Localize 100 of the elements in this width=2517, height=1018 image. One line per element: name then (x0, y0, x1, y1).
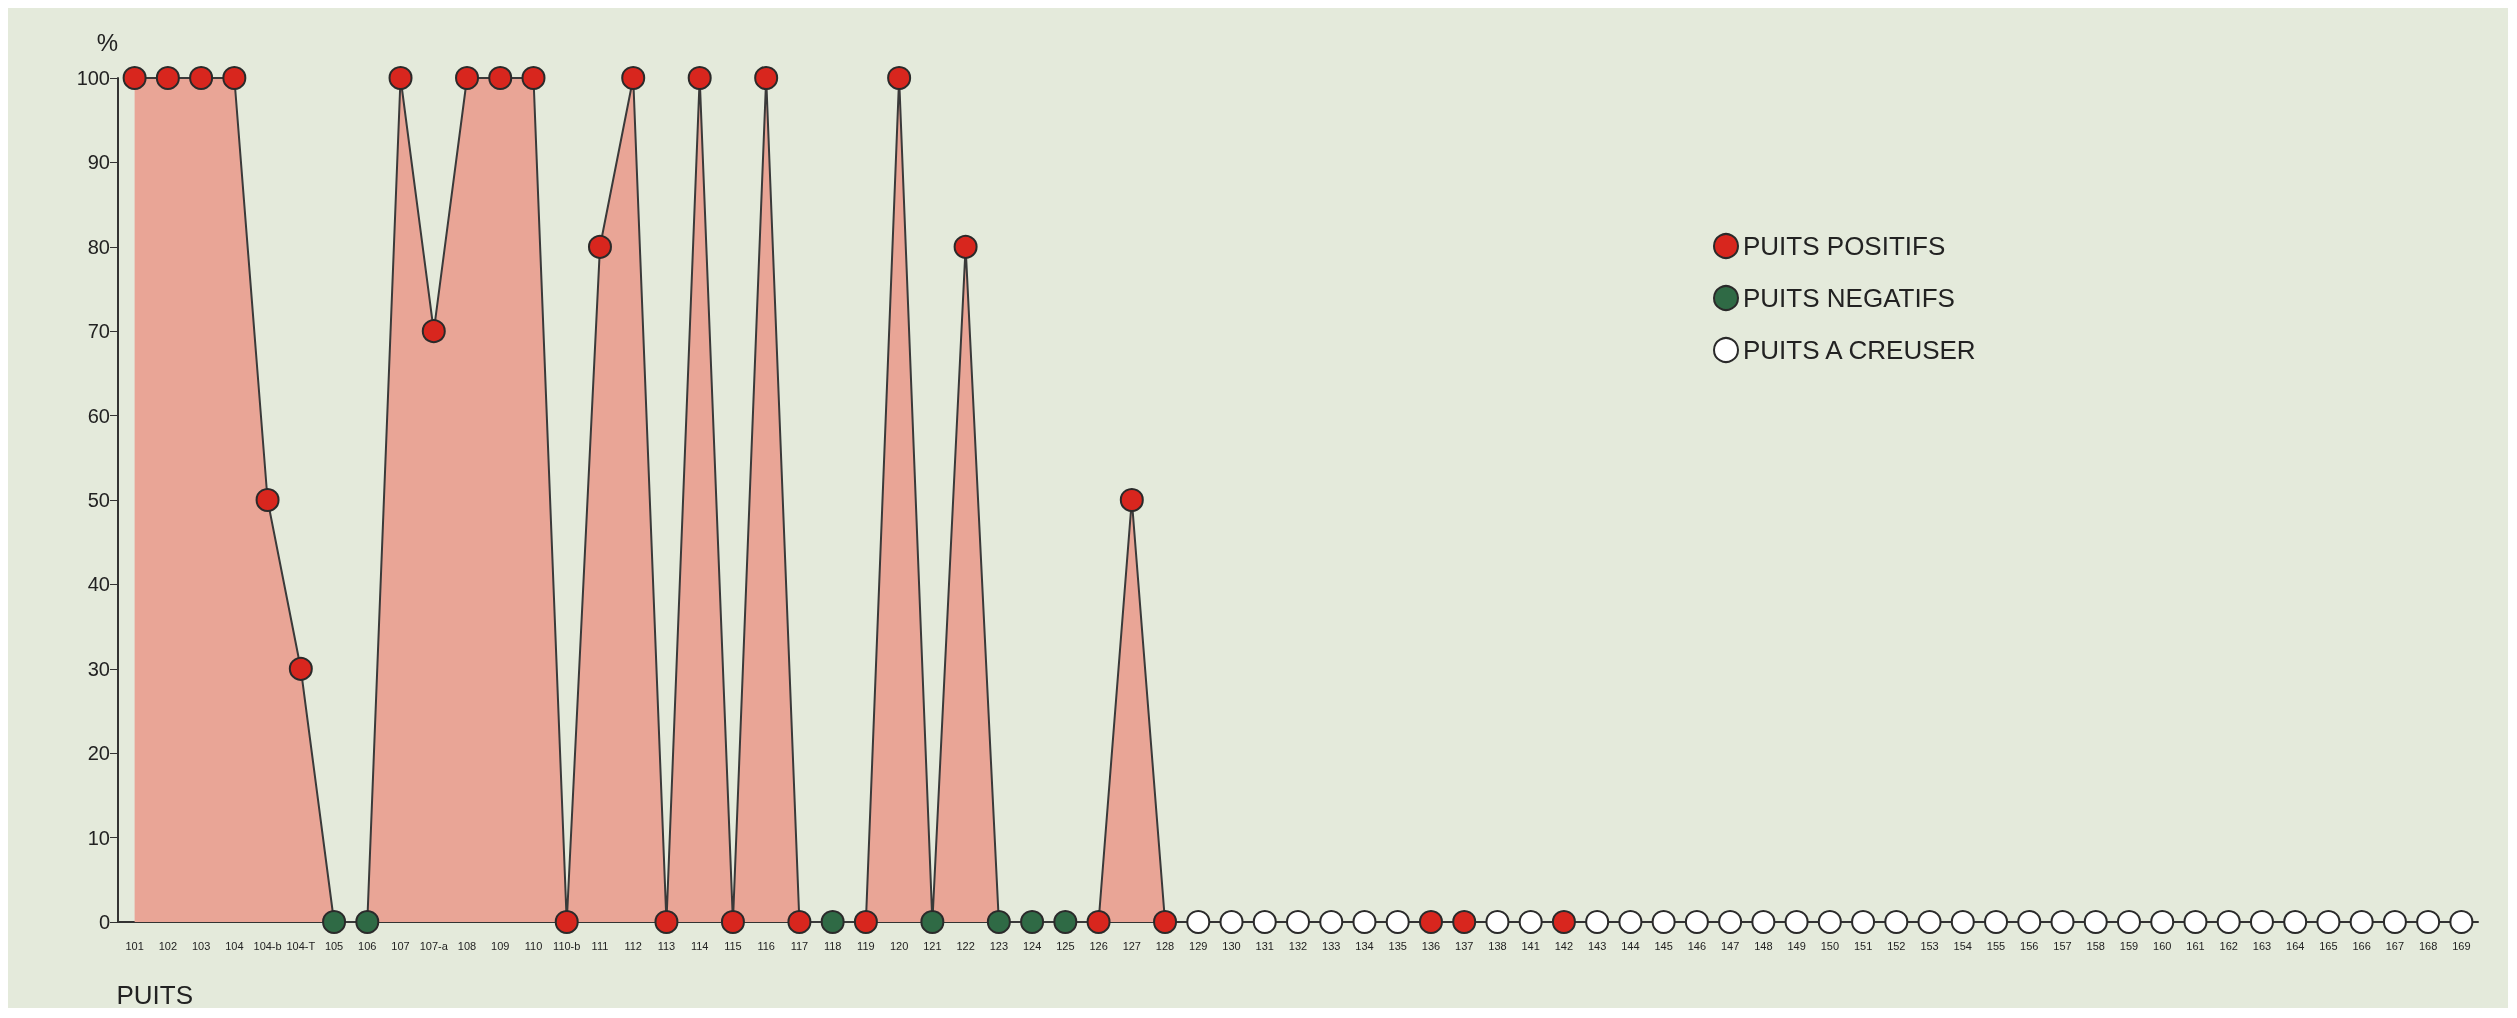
x-tick-label: 110 (524, 939, 543, 952)
x-tick-label: 169 (2452, 939, 2471, 952)
x-tick-label: 167 (2385, 939, 2405, 952)
point (1884, 910, 1909, 934)
x-tick-label: 168 (2418, 939, 2438, 952)
x-tick-label: 132 (1288, 939, 1308, 952)
point (2249, 910, 2274, 934)
point (521, 66, 546, 90)
point (1452, 910, 1477, 934)
point (488, 66, 513, 90)
x-tick-label: 101 (125, 939, 144, 952)
legend-label: PUITS NEGATIFS (1743, 283, 1955, 313)
point (2416, 910, 2441, 934)
x-tick-label: 162 (2219, 939, 2238, 952)
y-axis-title: % (96, 28, 118, 56)
point (255, 488, 280, 512)
x-tick-label: 142 (1554, 939, 1574, 952)
point (1053, 910, 1078, 934)
x-tick-label: 152 (1887, 939, 1906, 952)
point (1319, 910, 1344, 934)
x-tick-label: 141 (1521, 939, 1540, 952)
point (986, 910, 1011, 934)
point (621, 66, 646, 90)
x-tick-label: 115 (724, 939, 742, 952)
x-tick-label: 123 (989, 939, 1009, 952)
x-tick-label: 106 (358, 939, 377, 952)
x-tick-label: 134 (1355, 939, 1374, 952)
point (687, 66, 712, 90)
point (587, 234, 612, 259)
point (1551, 910, 1576, 934)
point (887, 66, 912, 90)
point (1086, 910, 1111, 934)
legend-label: PUITS A CREUSER (1743, 335, 1976, 365)
y-tick-label: 100 (76, 67, 110, 89)
point (189, 66, 214, 90)
point (1984, 910, 2009, 934)
point (1751, 910, 1776, 934)
point (2050, 910, 2075, 934)
point (1485, 910, 1510, 934)
point (754, 66, 779, 90)
point (122, 66, 147, 90)
y-tick-label: 20 (87, 742, 110, 765)
point (1119, 488, 1144, 512)
x-tick-label: 156 (2020, 939, 2039, 952)
point (1186, 910, 1211, 934)
x-tick-label: 153 (1920, 939, 1939, 952)
x-tick-label: 109 (491, 939, 510, 952)
point (1618, 910, 1643, 934)
point (2449, 910, 2474, 934)
x-tick-label: 166 (2352, 939, 2371, 952)
point (2283, 910, 2308, 934)
point (2150, 910, 2175, 934)
point (1585, 910, 1610, 934)
point (1219, 910, 1244, 934)
x-tick-label: 113 (657, 939, 676, 952)
point (1385, 910, 1410, 934)
x-tick-label: 127 (1122, 939, 1141, 952)
y-tick-label: 10 (87, 826, 110, 849)
x-tick-label: 145 (1654, 939, 1673, 952)
y-tick-label: 70 (87, 320, 110, 343)
x-tick-label: 126 (1089, 939, 1108, 952)
x-tick-label: 108 (457, 939, 477, 952)
y-tick-label: 0 (98, 911, 110, 933)
point (322, 910, 347, 934)
x-tick-label: 138 (1488, 939, 1507, 952)
x-tick-label: 144 (1621, 939, 1640, 952)
point (222, 66, 247, 90)
x-tick-label: 155 (1986, 939, 2006, 952)
point (1950, 910, 1975, 934)
x-tick-label: 148 (1754, 939, 1773, 952)
x-tick-label: 165 (2319, 939, 2338, 952)
x-tick-label: 122 (956, 939, 975, 952)
point (1817, 910, 1842, 934)
x-tick-label: 157 (2053, 939, 2072, 952)
y-tick-label: 90 (87, 151, 110, 174)
x-tick-label: 124 (1022, 939, 1042, 952)
point (388, 66, 413, 90)
x-tick-label: 143 (1587, 939, 1607, 952)
point (2216, 910, 2241, 934)
y-tick-label: 30 (87, 657, 110, 680)
point (1851, 910, 1876, 934)
point (1020, 910, 1045, 934)
point (720, 910, 745, 934)
x-tick-label: 136 (1421, 939, 1441, 952)
x-tick-label: 103 (191, 939, 211, 952)
point (1286, 910, 1310, 934)
x-tick-label: 129 (1189, 939, 1208, 952)
x-tick-label: 107-a (419, 939, 449, 952)
point (1684, 910, 1709, 934)
x-tick-label: 128 (1155, 939, 1175, 952)
x-tick-label: 107 (391, 939, 410, 952)
point (1518, 910, 1543, 934)
legend-label: PUITS POSITIFS (1743, 231, 1946, 261)
point (2017, 910, 2042, 934)
point (554, 910, 579, 934)
x-tick-label: 163 (2252, 939, 2272, 952)
point (1917, 910, 1942, 934)
x-tick-label: 104-T (286, 939, 316, 952)
x-tick-label: 164 (2286, 939, 2305, 952)
point (1252, 910, 1277, 934)
